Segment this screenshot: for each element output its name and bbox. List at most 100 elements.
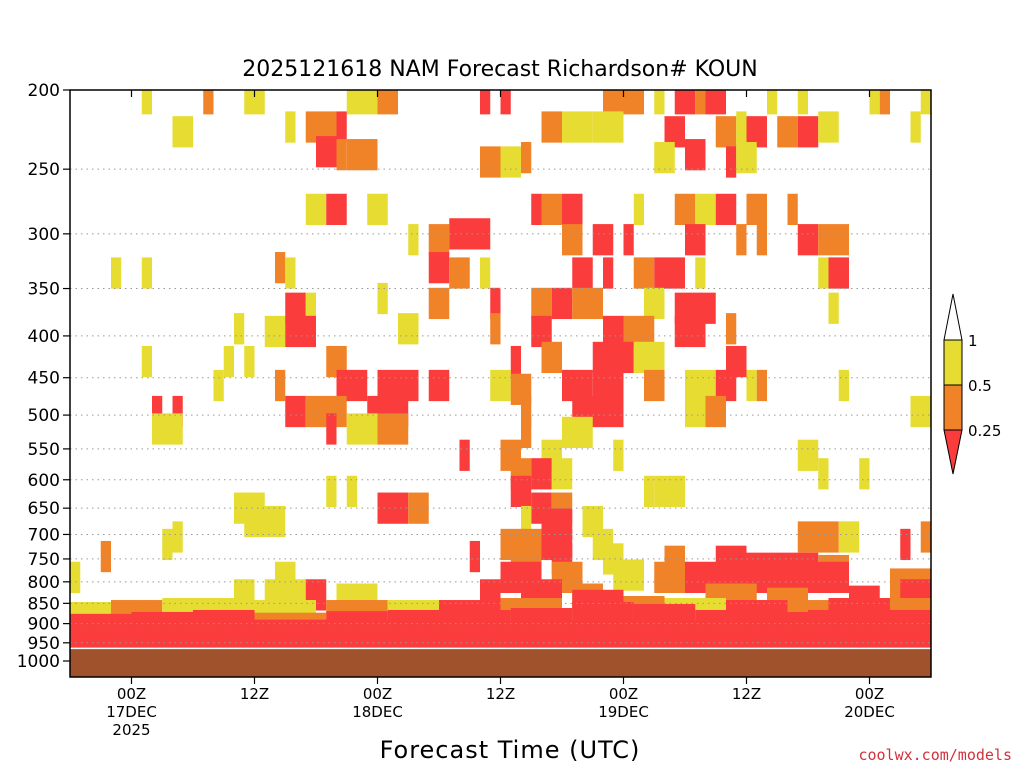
heatmap-cell	[428, 252, 450, 284]
legend-swatch-0.25-0.5	[943, 384, 963, 431]
heatmap-cell	[490, 313, 501, 345]
y-tick-label: 700	[28, 525, 60, 545]
y-tick-label: 500	[28, 406, 60, 426]
x-tick-label: 2025	[112, 721, 150, 739]
y-tick-label: 450	[28, 369, 60, 389]
heatmap-cell	[572, 287, 603, 320]
heatmap-cell	[654, 90, 665, 115]
heatmap-cell	[490, 287, 501, 320]
heatmap-cell	[326, 475, 337, 508]
legend-swatch-below-0.25	[943, 429, 963, 475]
heatmap-cell	[900, 528, 911, 561]
heatmap-cell	[70, 561, 81, 593]
heatmap-cell	[562, 193, 583, 225]
heatmap-cell	[623, 224, 634, 256]
heatmap-cell	[305, 292, 316, 324]
x-tick-label: 19DEC	[598, 703, 649, 721]
legend-label: 1	[968, 332, 978, 350]
legend-label: 0.25	[968, 422, 1001, 440]
heatmap-cell	[633, 257, 655, 289]
heatmap-cell	[428, 287, 450, 320]
heatmap-cell	[469, 540, 480, 573]
heatmap-cell	[162, 528, 173, 561]
heatmap-cell	[633, 193, 644, 225]
heatmap-cell	[521, 142, 532, 174]
heatmap-cell	[521, 505, 532, 538]
heatmap-cell	[756, 224, 767, 256]
heatmap-cell	[920, 521, 931, 553]
y-tick-label: 650	[28, 499, 60, 519]
gridlines	[70, 168, 931, 644]
heatmap-cell	[264, 315, 286, 348]
heatmap-cell	[879, 90, 890, 115]
heatmap-cell	[715, 116, 737, 148]
legend-swatch-above-1	[943, 293, 963, 341]
heatmap-cell	[869, 90, 880, 115]
heatmap-cell	[603, 395, 624, 428]
heatmap-cell	[316, 136, 337, 168]
heatmap-cell	[551, 458, 573, 490]
heatmap-cell	[685, 224, 706, 256]
heatmap-cell	[644, 475, 655, 508]
heatmap-cell	[808, 561, 849, 593]
heatmap-cell	[633, 341, 665, 374]
plot-area	[69, 89, 932, 678]
heatmap-cell	[531, 315, 552, 348]
heatmap-cell	[377, 492, 409, 524]
heatmap-cell	[346, 139, 378, 171]
heatmap-cell	[213, 369, 224, 402]
heatmap-cell	[767, 90, 778, 115]
heatmap-cell	[859, 458, 870, 490]
heatmap-cell	[828, 292, 839, 324]
heatmap-cell	[244, 505, 286, 538]
heatmap-cell	[152, 413, 183, 445]
heatmap-cell	[531, 193, 542, 225]
heatmap-cell	[480, 90, 491, 115]
heatmap-cell	[346, 413, 378, 445]
heatmap-cell	[562, 111, 593, 143]
heatmap-cell	[664, 116, 685, 148]
heatmap-cell	[613, 559, 644, 591]
heatmap-cell	[336, 111, 347, 143]
heatmap-cell	[715, 193, 737, 225]
y-axis: 200 250 300 350 400 450 500 550 600 650 700 750 8008…	[17, 81, 70, 672]
y-tick-label: 750	[28, 550, 60, 570]
heatmap-cell	[377, 282, 388, 315]
heatmap-cell	[377, 90, 398, 115]
heatmap-cell	[531, 287, 552, 320]
x-tick-label: 18DEC	[352, 703, 403, 721]
heatmap-cell	[572, 257, 593, 289]
chart-title: 2025121618 NAM Forecast Richardson# KOUN	[242, 57, 757, 82]
heatmap-cell	[326, 345, 347, 378]
heatmap-cell	[408, 492, 429, 524]
heatmap-cell	[305, 193, 327, 225]
heatmap-cell	[275, 252, 286, 284]
heatmap-cell	[797, 224, 819, 256]
heatmap-cell	[541, 193, 562, 225]
colorbar-legend: 1 0.5 0.25	[943, 293, 1001, 475]
heatmap-cell	[336, 139, 347, 171]
heatmap-cell	[592, 111, 624, 143]
ground-band	[70, 648, 931, 677]
heatmap-cell	[726, 345, 747, 378]
heatmap-cell	[756, 369, 767, 402]
heatmap-cell	[172, 116, 193, 148]
heatmap-cell	[521, 395, 532, 428]
heatmap-cell	[141, 257, 152, 289]
heatmap-cell	[818, 458, 829, 490]
heatmap-cell	[346, 475, 357, 508]
heatmap-cell	[428, 224, 450, 256]
heatmap-cell	[541, 111, 562, 143]
heatmap-cell	[172, 521, 183, 553]
heatmap-cell	[551, 287, 573, 320]
heatmap-cell	[398, 313, 419, 345]
heatmap-cell	[234, 313, 245, 345]
heatmap-cell	[346, 90, 378, 115]
x-axis-label: Forecast Time (UTC)	[380, 736, 641, 764]
x-tick-label: 12Z	[240, 685, 269, 703]
heatmap-cell	[828, 257, 849, 289]
heatmap-cell	[726, 146, 737, 178]
heatmap-cell	[592, 341, 634, 374]
heatmap-cell	[592, 224, 614, 256]
